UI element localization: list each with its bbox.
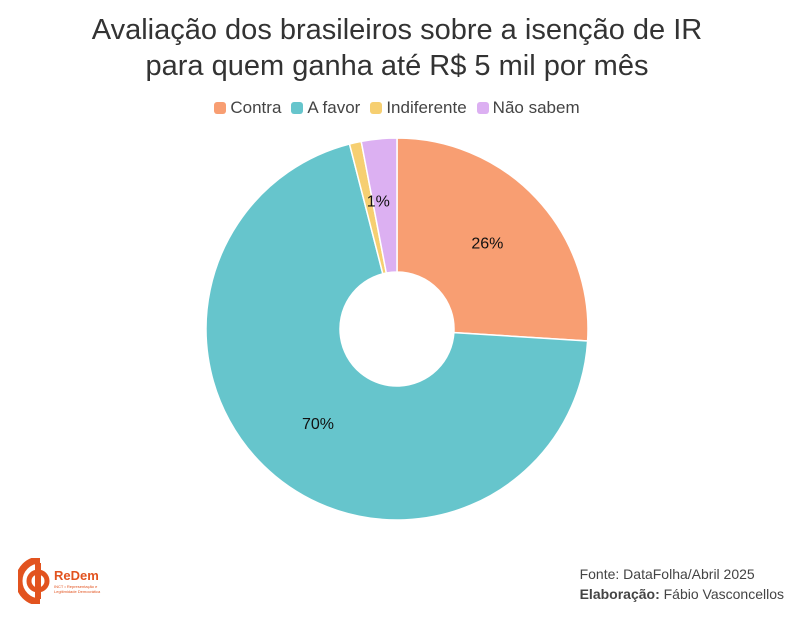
logo-name: ReDem — [54, 568, 99, 583]
redem-logo: ReDem INCT • Representação e Legitimidad… — [15, 556, 118, 606]
slice-label-nao-sabem: 1% — [367, 194, 390, 211]
slice-nao-sabem[interactable] — [360, 137, 398, 274]
footer: Fonte: DataFolha/Abril 2025 Elaboração: … — [580, 564, 784, 604]
footer-credit-name: Fábio Vasconcellos — [663, 586, 784, 602]
chart-title-line-2: para quem ganha até R$ 5 mil por mês — [145, 50, 649, 82]
legend-swatch-indiferente — [370, 102, 383, 114]
slice-a-favor[interactable] — [205, 143, 589, 521]
slice-label-a-favor: 70% — [302, 416, 334, 433]
slice-label-contra: 26% — [471, 235, 503, 252]
chart-title: Avaliação dos brasileiros sobre a isençã… — [0, 12, 794, 84]
footer-credit: Elaboração: Fábio Vasconcellos — [580, 584, 784, 604]
logo-tagline: INCT • Representação e Legitimidade Demo… — [54, 584, 101, 594]
footer-source: Fonte: DataFolha/Abril 2025 — [579, 566, 755, 582]
legend-label-a-favor: A favor — [307, 98, 361, 117]
legend-item-contra[interactable]: Contra — [214, 98, 281, 118]
legend-label-nao-sabem: Não sabem — [492, 98, 580, 117]
footer-credit-label: Elaboração: — [579, 586, 660, 602]
legend-item-indiferente[interactable]: Indiferente — [370, 98, 467, 118]
legend-item-a-favor[interactable]: A favor — [291, 98, 360, 118]
legend-swatch-nao-sabem — [476, 102, 489, 114]
legend-item-nao-sabem[interactable]: Não sabem — [476, 98, 580, 118]
legend-label-indiferente: Indiferente — [386, 98, 467, 117]
redem-logo-mark — [15, 556, 50, 606]
legend-swatch-a-favor — [291, 102, 304, 114]
slice-contra[interactable] — [396, 137, 589, 342]
legend-label-contra: Contra — [230, 98, 282, 117]
chart-title-line-1: Avaliação dos brasileiros sobre a isençã… — [91, 14, 703, 46]
legend: Contra A favor Indiferente Não sabem — [0, 98, 794, 118]
legend-swatch-contra — [214, 102, 227, 114]
